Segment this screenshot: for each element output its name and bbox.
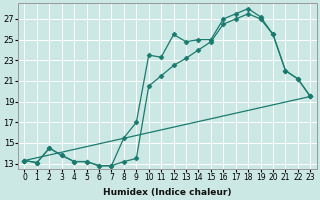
X-axis label: Humidex (Indice chaleur): Humidex (Indice chaleur) [103,188,232,197]
